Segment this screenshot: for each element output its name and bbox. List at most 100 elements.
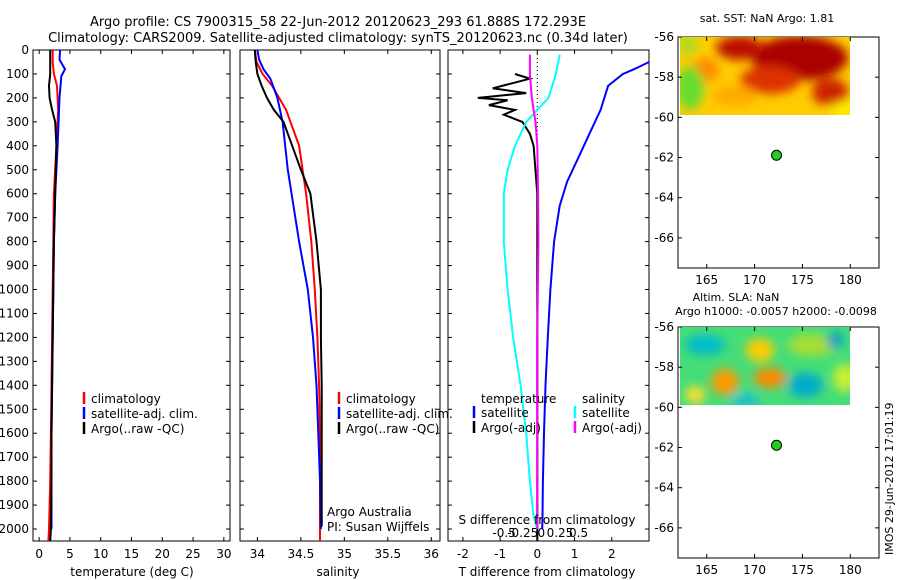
y-tick-label: 400 [6, 139, 29, 153]
x-tick-label: 2 [608, 547, 616, 561]
y-tick-label: 1600 [0, 426, 29, 440]
y-tick-label: 900 [6, 259, 29, 273]
x2-tick-label: -0.5 [492, 526, 515, 540]
x-tick-label: 35 [337, 547, 352, 561]
map-x-tick-label: 165 [695, 273, 718, 287]
figure-title-line1: Argo profile: CS 7900315_58 22-Jun-2012 … [90, 15, 586, 30]
series-line-satellite [502, 54, 561, 530]
map-y-tick-label: -56 [654, 30, 674, 44]
y-tick-label: 1200 [0, 330, 29, 344]
map-x-tick-label: 175 [791, 273, 814, 287]
x-tick-label: 10 [93, 547, 108, 561]
y-tick-label: 1100 [0, 306, 29, 320]
x-tick-label: -2 [457, 547, 469, 561]
x2-tick-label: -0.25 [507, 526, 538, 540]
series-line-climatology [253, 49, 321, 541]
y-tick-label: 500 [6, 163, 29, 177]
y-tick-label: 100 [6, 67, 29, 81]
map-y-tick-label: -62 [654, 151, 674, 165]
temperature-legend: climatology satellite-adj. clim. Argo(..… [82, 392, 198, 436]
x-tick-label: -1 [494, 547, 506, 561]
argo-position-marker [771, 439, 783, 451]
y-tick-label: 300 [6, 115, 29, 129]
series-line-argo-raw-qc- [253, 49, 323, 527]
map-x-tick-label: 170 [743, 273, 766, 287]
x-tick-label: 0 [534, 547, 542, 561]
x-tick-label: 35.5 [374, 547, 401, 561]
map-x-tick-label: 165 [695, 563, 718, 577]
salinity-panel [239, 49, 441, 542]
salinity-xlabel: salinity [316, 565, 359, 579]
y-tick-label: 2000 [0, 522, 29, 536]
x-tick-label: 34 [250, 547, 265, 561]
legend-t-argo: Argo(-adj) [481, 421, 541, 435]
series-line-satellite-adj-clim- [256, 49, 322, 530]
sla-field [680, 327, 850, 405]
legend-temperature-title: temperature [481, 392, 556, 406]
salinity-plot: 34 34.5 35 35.5 36 [240, 49, 440, 561]
legend-satellite-adj: satellite-adj. clim. [91, 407, 198, 421]
x-tick-label: 1 [571, 547, 579, 561]
x-tick-label: 30 [216, 547, 231, 561]
x-tick-label: 25 [185, 547, 200, 561]
legend-s-argo: Argo(-adj) [582, 421, 642, 435]
map-y-tick-label: -64 [654, 481, 674, 495]
sst-map-axes: 165 170 175 180 -56 -58 -60 -62 -64 -66 [654, 30, 879, 287]
difference-xlabel: T difference from climatology [458, 565, 636, 579]
y-tick-label: 1000 [0, 283, 29, 297]
y-tick-label: 1400 [0, 378, 29, 392]
map-x-tick-label: 175 [791, 563, 814, 577]
temperature-panel [32, 49, 231, 542]
annotation-pi: PI: Susan Wijffels [327, 520, 429, 534]
sla-map-subtitle: Argo h1000: -0.0057 h2000: -0.0098 [675, 305, 877, 318]
sla-map-title: Altim. SLA: NaN [693, 291, 780, 304]
legend-t-satellite: satellite [481, 406, 529, 420]
y-tick-label: 600 [6, 187, 29, 201]
series-line-argo-adj- [528, 54, 540, 529]
map-y-tick-label: -56 [654, 320, 674, 334]
map-x-tick-label: 180 [839, 273, 862, 287]
x-tick-label: 20 [155, 547, 170, 561]
y-tick-label: 700 [6, 211, 29, 225]
x-tick-label: 36 [424, 547, 439, 561]
temperature-plot: 0 5 10 15 20 25 300100200300400500600700800900… [0, 43, 231, 561]
timestamp-stamp: IMOS 29-Jun-2012 17:01:19 [883, 402, 896, 555]
difference-plot: -2 -1 0 1 2-0.5-0.25 0 0.250.5 [448, 49, 650, 561]
map-y-tick-label: -64 [654, 191, 674, 205]
series-line-argo-raw-qc- [47, 50, 58, 542]
y-tick-label: 1900 [0, 498, 29, 512]
annotation-argo-australia: Argo Australia [327, 505, 412, 519]
map-y-tick-label: -66 [654, 231, 674, 245]
y-tick-label: 1500 [0, 402, 29, 416]
difference-legend: temperature satellite Argo(-adj) salinit… [472, 392, 642, 435]
legend-salinity-title: salinity [582, 392, 625, 406]
difference-x2label: S difference from climatology [459, 513, 636, 527]
map-y-tick-label: -58 [654, 360, 674, 374]
series-line-satellite [541, 61, 650, 530]
y-tick-label: 0 [21, 43, 29, 57]
x-tick-label: 34.5 [288, 547, 315, 561]
temperature-xlabel: temperature (deg C) [70, 565, 193, 579]
difference-panel [447, 49, 650, 542]
sst-field [680, 37, 850, 115]
sst-map-title: sat. SST: NaN Argo: 1.81 [700, 12, 834, 25]
map-y-tick-label: -66 [654, 521, 674, 535]
legend-s-satellite: satellite [582, 406, 630, 420]
y-tick-label: 800 [6, 235, 29, 249]
legend-argo: Argo(..raw -QC) [346, 422, 439, 436]
map-y-tick-label: -60 [654, 110, 674, 124]
x-tick-label: 5 [66, 547, 74, 561]
map-y-tick-label: -60 [654, 400, 674, 414]
legend-climatology: climatology [346, 392, 416, 406]
figure-title-line2: Climatology: CARS2009. Satellite-adjuste… [48, 31, 628, 46]
x-tick-label: 0 [35, 547, 43, 561]
y-tick-label: 200 [6, 91, 29, 105]
map-y-tick-label: -62 [654, 441, 674, 455]
map-y-tick-label: -58 [654, 70, 674, 84]
map-x-tick-label: 170 [743, 563, 766, 577]
x2-tick-label: 0.5 [569, 526, 588, 540]
map-x-tick-label: 180 [839, 563, 862, 577]
y-tick-label: 1800 [0, 474, 29, 488]
salinity-legend: climatology satellite-adj. clim. Argo(..… [337, 392, 453, 436]
